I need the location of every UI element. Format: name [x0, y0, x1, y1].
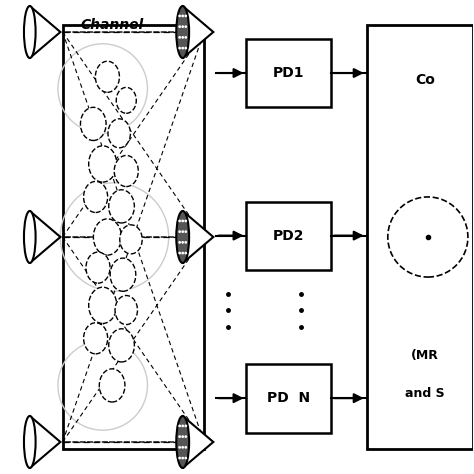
Polygon shape	[182, 416, 213, 468]
Circle shape	[388, 197, 468, 277]
Circle shape	[178, 36, 181, 39]
Circle shape	[182, 230, 184, 233]
Ellipse shape	[109, 190, 134, 223]
Circle shape	[182, 252, 184, 255]
Circle shape	[184, 230, 187, 233]
Ellipse shape	[81, 107, 106, 140]
Ellipse shape	[24, 6, 36, 58]
Ellipse shape	[108, 119, 130, 148]
Ellipse shape	[89, 146, 117, 182]
Ellipse shape	[176, 6, 189, 58]
Circle shape	[184, 47, 187, 49]
Bar	[246, 364, 331, 433]
Circle shape	[184, 241, 187, 244]
Circle shape	[178, 219, 181, 222]
Text: (MR: (MR	[411, 349, 439, 362]
Circle shape	[184, 36, 187, 39]
Ellipse shape	[115, 295, 137, 325]
Text: PD  N: PD N	[267, 392, 310, 405]
Circle shape	[184, 15, 187, 18]
Ellipse shape	[176, 211, 189, 263]
Polygon shape	[182, 6, 213, 58]
Ellipse shape	[86, 252, 110, 283]
Text: Channel: Channel	[81, 18, 144, 32]
Ellipse shape	[95, 61, 119, 92]
Circle shape	[182, 36, 184, 39]
Circle shape	[182, 456, 184, 459]
Bar	[366, 25, 473, 449]
Ellipse shape	[109, 329, 134, 362]
Bar	[246, 39, 331, 108]
Circle shape	[184, 252, 187, 255]
Ellipse shape	[110, 258, 136, 292]
Circle shape	[182, 435, 184, 438]
Ellipse shape	[116, 87, 137, 113]
Circle shape	[182, 219, 184, 222]
Circle shape	[184, 456, 187, 459]
Circle shape	[184, 219, 187, 222]
Ellipse shape	[24, 416, 36, 468]
Circle shape	[178, 425, 181, 427]
Ellipse shape	[176, 416, 189, 468]
Ellipse shape	[100, 369, 125, 402]
Bar	[63, 25, 204, 449]
Text: Co: Co	[415, 73, 435, 87]
Circle shape	[178, 15, 181, 18]
Circle shape	[184, 25, 187, 28]
Text: and S: and S	[405, 387, 445, 401]
Circle shape	[182, 446, 184, 449]
Circle shape	[178, 446, 181, 449]
Circle shape	[178, 456, 181, 459]
Polygon shape	[30, 211, 60, 263]
Ellipse shape	[120, 225, 142, 254]
Text: PD2: PD2	[273, 229, 305, 243]
Circle shape	[182, 241, 184, 244]
Circle shape	[182, 47, 184, 49]
Circle shape	[178, 25, 181, 28]
Ellipse shape	[93, 219, 121, 255]
Polygon shape	[30, 416, 60, 468]
Ellipse shape	[89, 287, 117, 323]
Ellipse shape	[83, 182, 108, 212]
Circle shape	[182, 425, 184, 427]
Circle shape	[182, 15, 184, 18]
Ellipse shape	[83, 323, 108, 354]
Ellipse shape	[114, 155, 138, 187]
Circle shape	[178, 230, 181, 233]
Circle shape	[182, 25, 184, 28]
Circle shape	[184, 446, 187, 449]
Circle shape	[178, 47, 181, 49]
Circle shape	[178, 252, 181, 255]
Bar	[246, 201, 331, 270]
Circle shape	[184, 425, 187, 427]
Polygon shape	[30, 6, 60, 58]
Circle shape	[184, 435, 187, 438]
Polygon shape	[182, 211, 213, 263]
Circle shape	[178, 435, 181, 438]
Text: PD1: PD1	[273, 66, 305, 80]
Circle shape	[178, 241, 181, 244]
Ellipse shape	[24, 211, 36, 263]
